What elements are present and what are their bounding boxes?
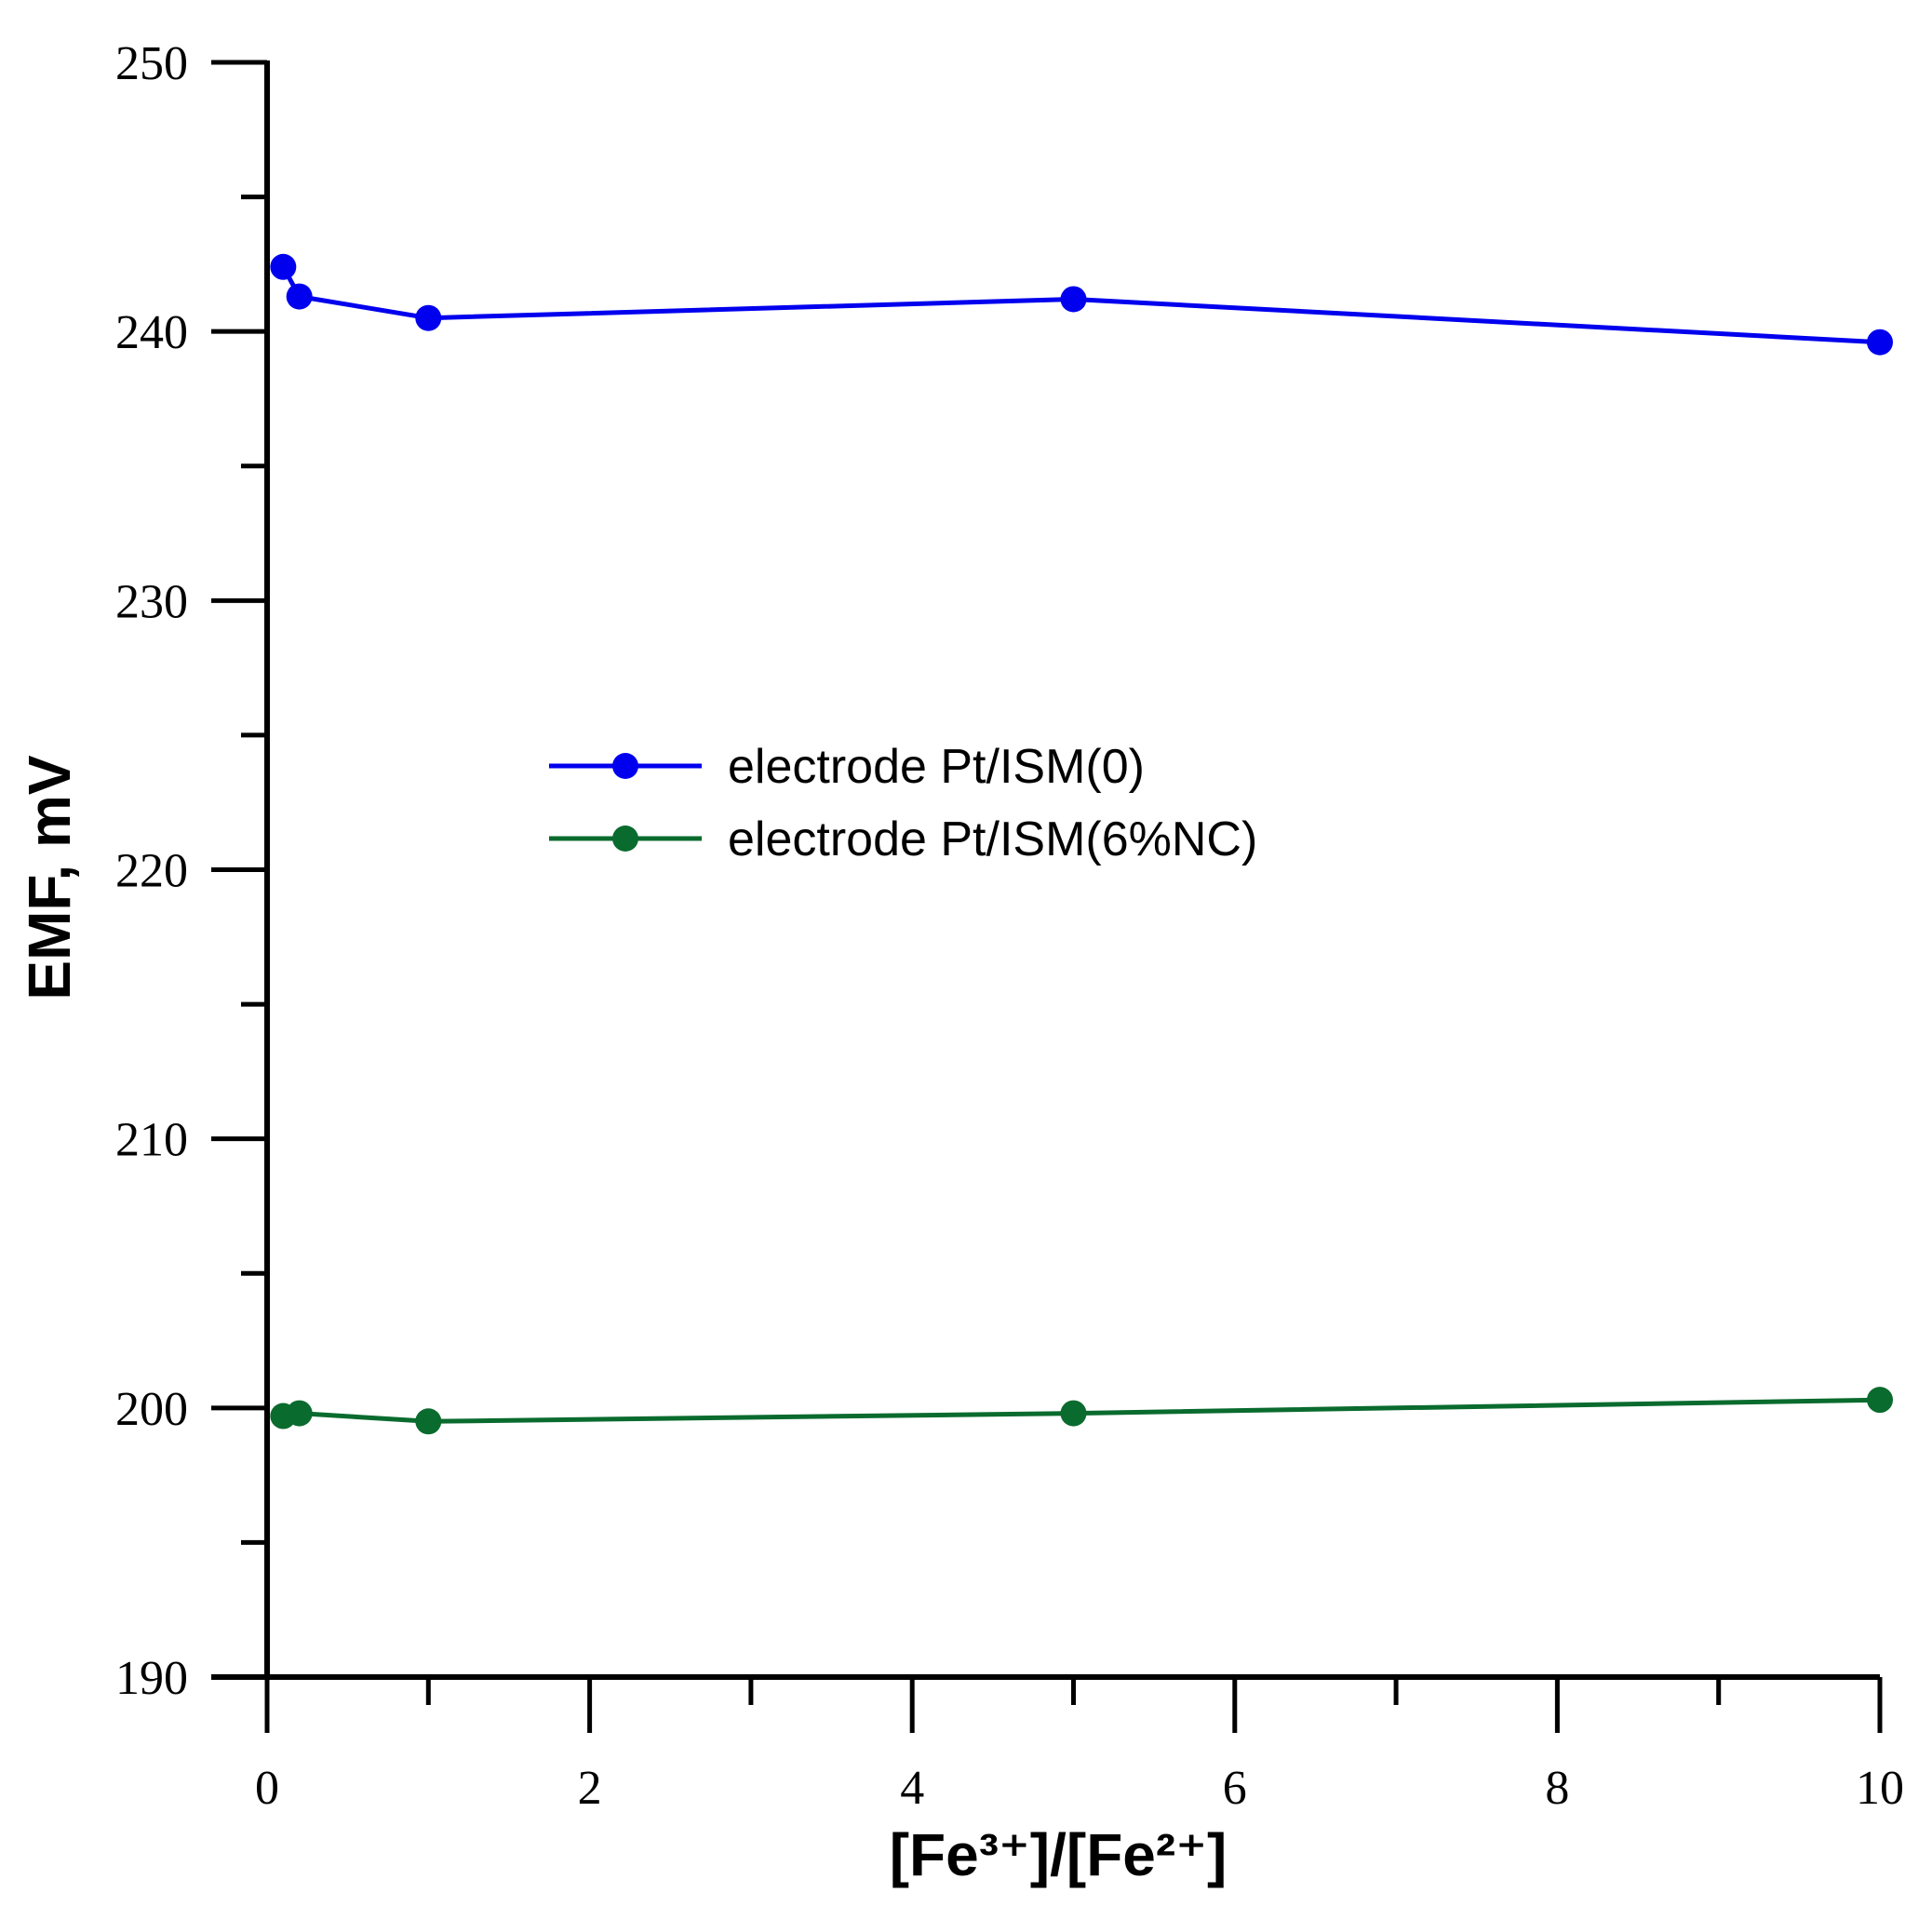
y-tick-label: 200 [115, 1383, 188, 1436]
x-tick-label: 10 [1856, 1762, 1904, 1815]
legend-label-pt-ism-6nc: electrode Pt/ISM(6%NC) [728, 812, 1257, 866]
axes [211, 60, 1880, 1680]
data-point [270, 253, 297, 280]
y-tick-label: 250 [115, 37, 188, 90]
x-tick-label: 4 [900, 1762, 924, 1815]
data-point [1867, 1387, 1893, 1414]
x-tick-label: 6 [1223, 1762, 1247, 1815]
x-tick-label: 2 [578, 1762, 602, 1815]
y-tick-label: 240 [115, 306, 188, 359]
data-point [415, 304, 442, 331]
legend-entry-pt-ism-0: electrode Pt/ISM(0) [549, 740, 1145, 794]
legend-marker-pt-ism-0 [612, 753, 638, 779]
data-point [1060, 286, 1087, 313]
legend: electrode Pt/ISM(0) electrode Pt/ISM(6%N… [549, 740, 1257, 866]
data-point [286, 1400, 313, 1427]
legend-marker-pt-ism-6nc [612, 825, 638, 852]
series-pt-ism-0 [270, 253, 1893, 356]
y-axis-title: EMF, mV [16, 755, 83, 1000]
y-tick-label: 190 [115, 1652, 188, 1705]
series-layer [270, 253, 1893, 1435]
data-point [1060, 1400, 1087, 1427]
series-pt-ism-6nc [270, 1387, 1893, 1435]
data-point [1867, 329, 1893, 356]
x-axis-title: [Fe³⁺]/[Fe²⁺] [890, 1821, 1228, 1888]
data-point [286, 283, 313, 310]
tick-labels: 190 200 210 220 230 240 250 0 2 4 6 8 10 [115, 37, 1904, 1815]
y-tick-label: 230 [115, 575, 188, 628]
x-tick-label: 0 [255, 1762, 279, 1815]
x-tick-label: 8 [1545, 1762, 1569, 1815]
y-tick-label: 220 [115, 845, 188, 898]
data-point [415, 1408, 442, 1435]
legend-entry-pt-ism-6nc: electrode Pt/ISM(6%NC) [549, 812, 1257, 866]
legend-label-pt-ism-0: electrode Pt/ISM(0) [728, 740, 1145, 794]
ticks [211, 60, 1883, 1733]
y-tick-label: 210 [115, 1114, 188, 1167]
